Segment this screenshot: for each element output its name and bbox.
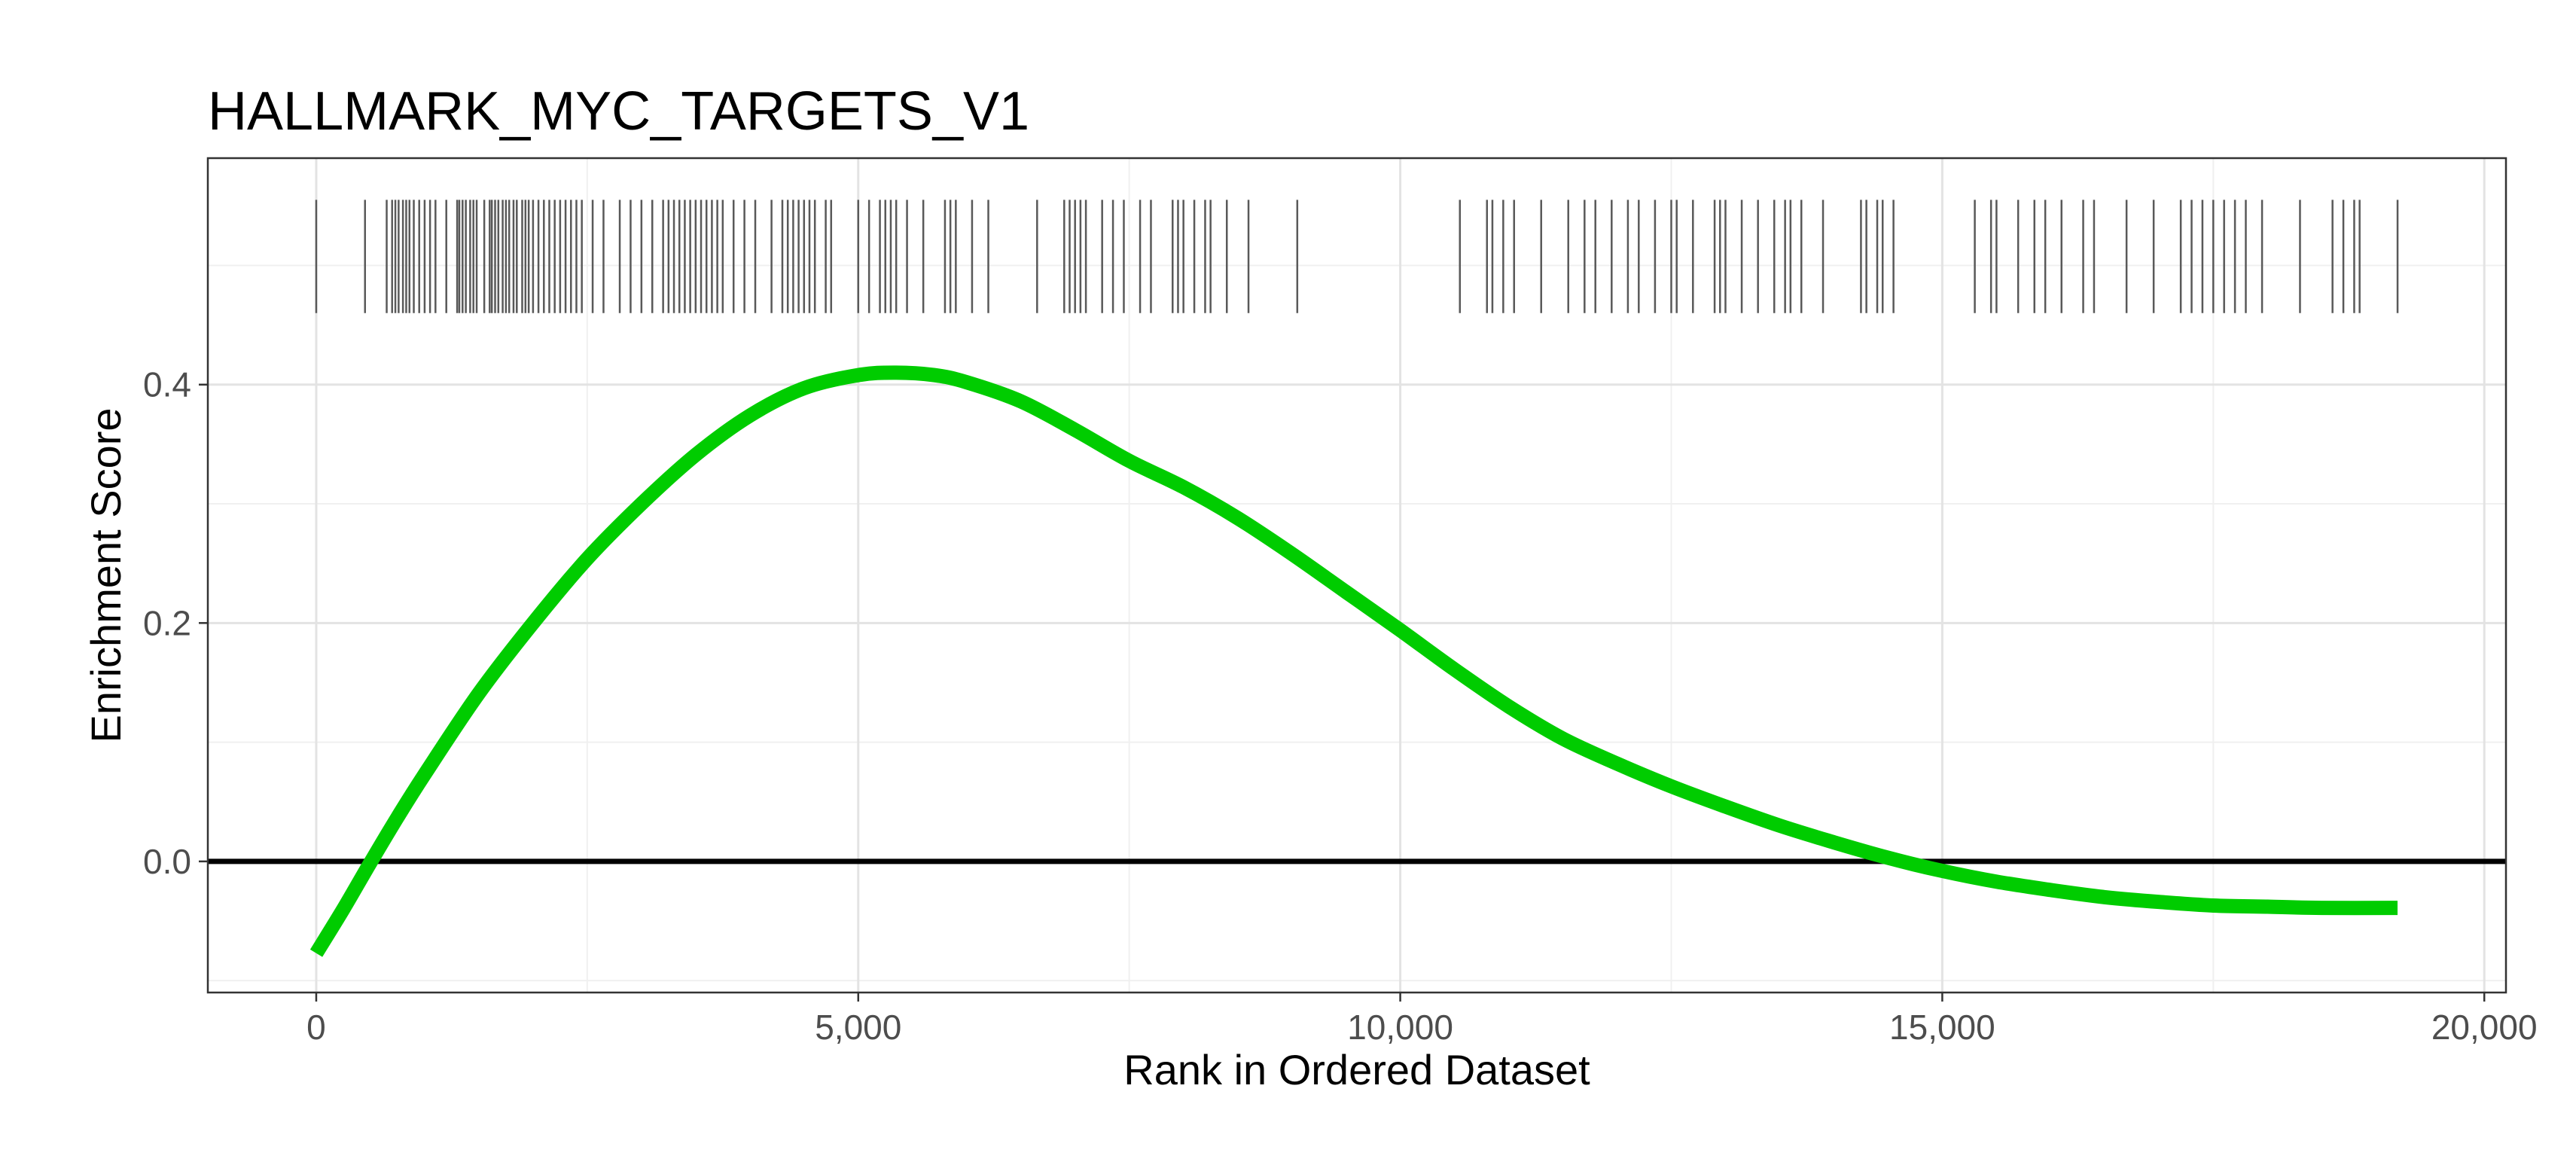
gene-hit-rug (315, 200, 2399, 313)
y-tick-label: 0.4 (143, 365, 191, 404)
x-tick-label: 5,000 (815, 1008, 901, 1047)
x-tick-label: 20,000 (2431, 1008, 2538, 1047)
y-tick-label: 0.2 (143, 603, 191, 642)
x-tick-label: 0 (306, 1008, 326, 1047)
y-axis-label: Enrichment Score (82, 407, 130, 743)
x-tick-label: 15,000 (1889, 1008, 1995, 1047)
x-axis-label: Rank in Ordered Dataset (1123, 1046, 1590, 1093)
enrichment-score-line (309, 365, 2398, 957)
axes: 0 5,000 10,000 15,000 20,000 0.0 0.2 0.4 (143, 365, 2538, 1047)
chart-title: HALLMARK_MYC_TARGETS_V1 (208, 81, 1029, 142)
y-tick-label: 0.0 (143, 842, 191, 881)
grid (208, 158, 2506, 993)
enrichment-line-group (309, 365, 2398, 957)
plot-panel-border (206, 157, 2507, 994)
x-tick-label: 10,000 (1347, 1008, 1453, 1047)
